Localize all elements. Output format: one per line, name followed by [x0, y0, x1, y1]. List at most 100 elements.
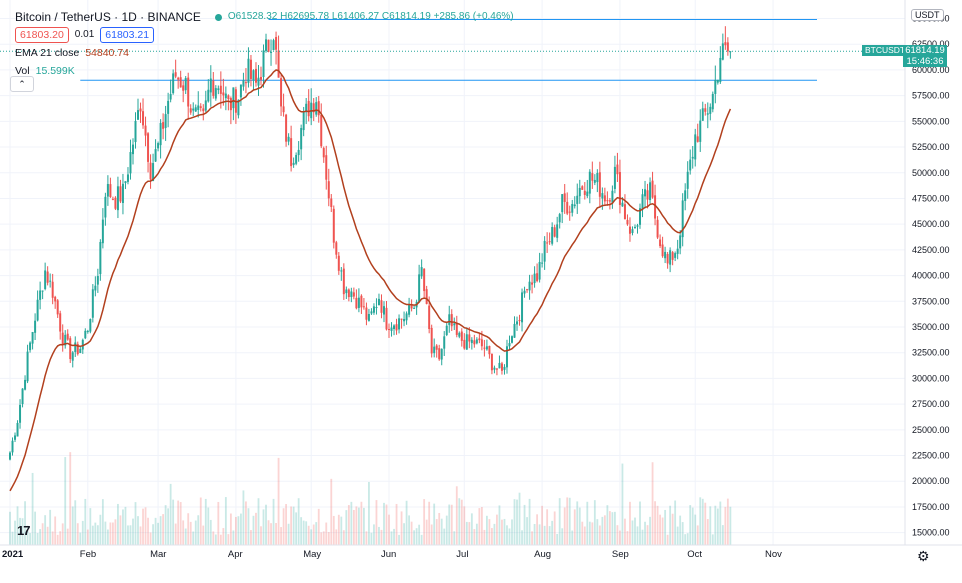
- volume-bar: [9, 511, 11, 545]
- price-tick-label: 57500.00: [912, 91, 950, 101]
- candle-body: [696, 136, 699, 142]
- candle-body: [603, 195, 606, 202]
- candle-body: [129, 152, 132, 174]
- volume-bar: [528, 498, 531, 545]
- candle-body: [601, 193, 604, 199]
- volume-bar: [14, 520, 16, 545]
- ema-label[interactable]: EMA 21 close: [15, 47, 80, 59]
- volume-bar: [669, 505, 672, 545]
- volume-bar: [144, 507, 147, 545]
- candle-body: [475, 339, 478, 344]
- volume-bar: [608, 511, 611, 545]
- candle-body: [79, 348, 82, 353]
- volume-bar: [659, 514, 661, 545]
- candle-body: [400, 318, 403, 320]
- candle-body: [480, 339, 483, 347]
- volume-bar: [169, 483, 172, 545]
- candle-body: [317, 101, 320, 116]
- price-tick-label: 15000.00: [912, 528, 950, 538]
- candle-body: [260, 76, 262, 80]
- symbol-title[interactable]: Bitcoin / TetherUS · 1D · BINANCE: [15, 10, 201, 24]
- volume-bar: [415, 528, 418, 545]
- volume-bar: [621, 463, 624, 545]
- volume-bar: [691, 507, 694, 545]
- volume-bar: [315, 522, 318, 545]
- candle-body: [325, 155, 328, 180]
- volume-bar: [571, 530, 574, 545]
- volume-bar: [307, 525, 310, 545]
- volume-bar: [89, 508, 92, 545]
- volume-bar: [124, 506, 127, 545]
- time-tick-label: Jul: [456, 549, 468, 560]
- price-tick-label: 62500.00: [912, 39, 950, 49]
- candle-body: [553, 227, 556, 237]
- volume-bar: [699, 497, 702, 545]
- candle-body: [224, 93, 227, 99]
- volume-bar: [207, 507, 210, 545]
- candle-body: [111, 198, 114, 200]
- time-tick-label: Aug: [534, 549, 551, 560]
- candle-body: [503, 366, 506, 370]
- candle-body: [19, 404, 22, 423]
- volume-bar: [423, 499, 426, 545]
- volume-bar: [332, 515, 335, 545]
- volume-bar: [270, 523, 272, 545]
- volume-bar: [167, 508, 170, 545]
- sell-price-button[interactable]: 61803.20: [15, 27, 69, 43]
- currency-label[interactable]: USDT: [911, 9, 944, 21]
- volume-bar: [99, 514, 102, 545]
- volume-bar: [561, 528, 564, 545]
- collapse-legend-button[interactable]: ⌃: [10, 76, 34, 92]
- candle-body: [355, 297, 358, 309]
- candle-body: [591, 173, 594, 181]
- volume-bar: [29, 533, 31, 545]
- candle-body: [302, 111, 305, 131]
- gear-icon[interactable]: ⚙: [917, 548, 930, 564]
- volume-bar: [91, 525, 94, 545]
- candle-body: [724, 42, 727, 46]
- volume-bar: [498, 505, 501, 545]
- volume-bar: [247, 508, 250, 545]
- price-tick-label: 37500.00: [912, 296, 950, 306]
- volume-bar: [654, 501, 656, 545]
- price-tick-label: 60000.00: [912, 65, 950, 75]
- candle-body: [149, 162, 152, 180]
- candle-body: [548, 241, 551, 243]
- volume-bar: [355, 506, 358, 545]
- tradingview-logo[interactable]: 17: [17, 523, 31, 538]
- candle-body: [305, 103, 308, 113]
- candle-body: [390, 327, 393, 331]
- candle-body: [74, 342, 77, 353]
- candle-body: [89, 319, 92, 332]
- candle-body: [242, 80, 245, 87]
- candle-body: [297, 149, 300, 156]
- candle-body: [270, 51, 273, 53]
- volume-bar: [81, 520, 84, 545]
- chart-grid: [0, 0, 905, 545]
- volume-bar: [583, 526, 586, 545]
- candle-body: [631, 229, 634, 234]
- volume-bar: [56, 534, 59, 545]
- volume-bar: [558, 498, 561, 545]
- volume-bar: [69, 452, 72, 545]
- candle-body: [636, 225, 639, 227]
- volume-bar: [310, 529, 313, 545]
- buy-price-button[interactable]: 61803.21: [100, 27, 155, 43]
- volume-bar: [64, 457, 67, 545]
- time-tick-label: Oct: [687, 549, 702, 560]
- volume-bar: [262, 509, 265, 545]
- volume-bar: [521, 530, 523, 545]
- candle-body: [187, 77, 190, 107]
- volume-bar: [237, 516, 240, 545]
- candle-body: [382, 306, 385, 315]
- candle-body: [460, 331, 463, 341]
- volume-bar: [209, 519, 212, 545]
- price-tick-label: 50000.00: [912, 168, 950, 178]
- price-tick-label: 32500.00: [912, 348, 950, 358]
- volume-bar: [104, 521, 107, 545]
- volume-label[interactable]: Vol: [15, 65, 30, 77]
- volume-bar: [513, 499, 516, 545]
- candle-body: [699, 120, 702, 142]
- volume-bar: [398, 534, 400, 545]
